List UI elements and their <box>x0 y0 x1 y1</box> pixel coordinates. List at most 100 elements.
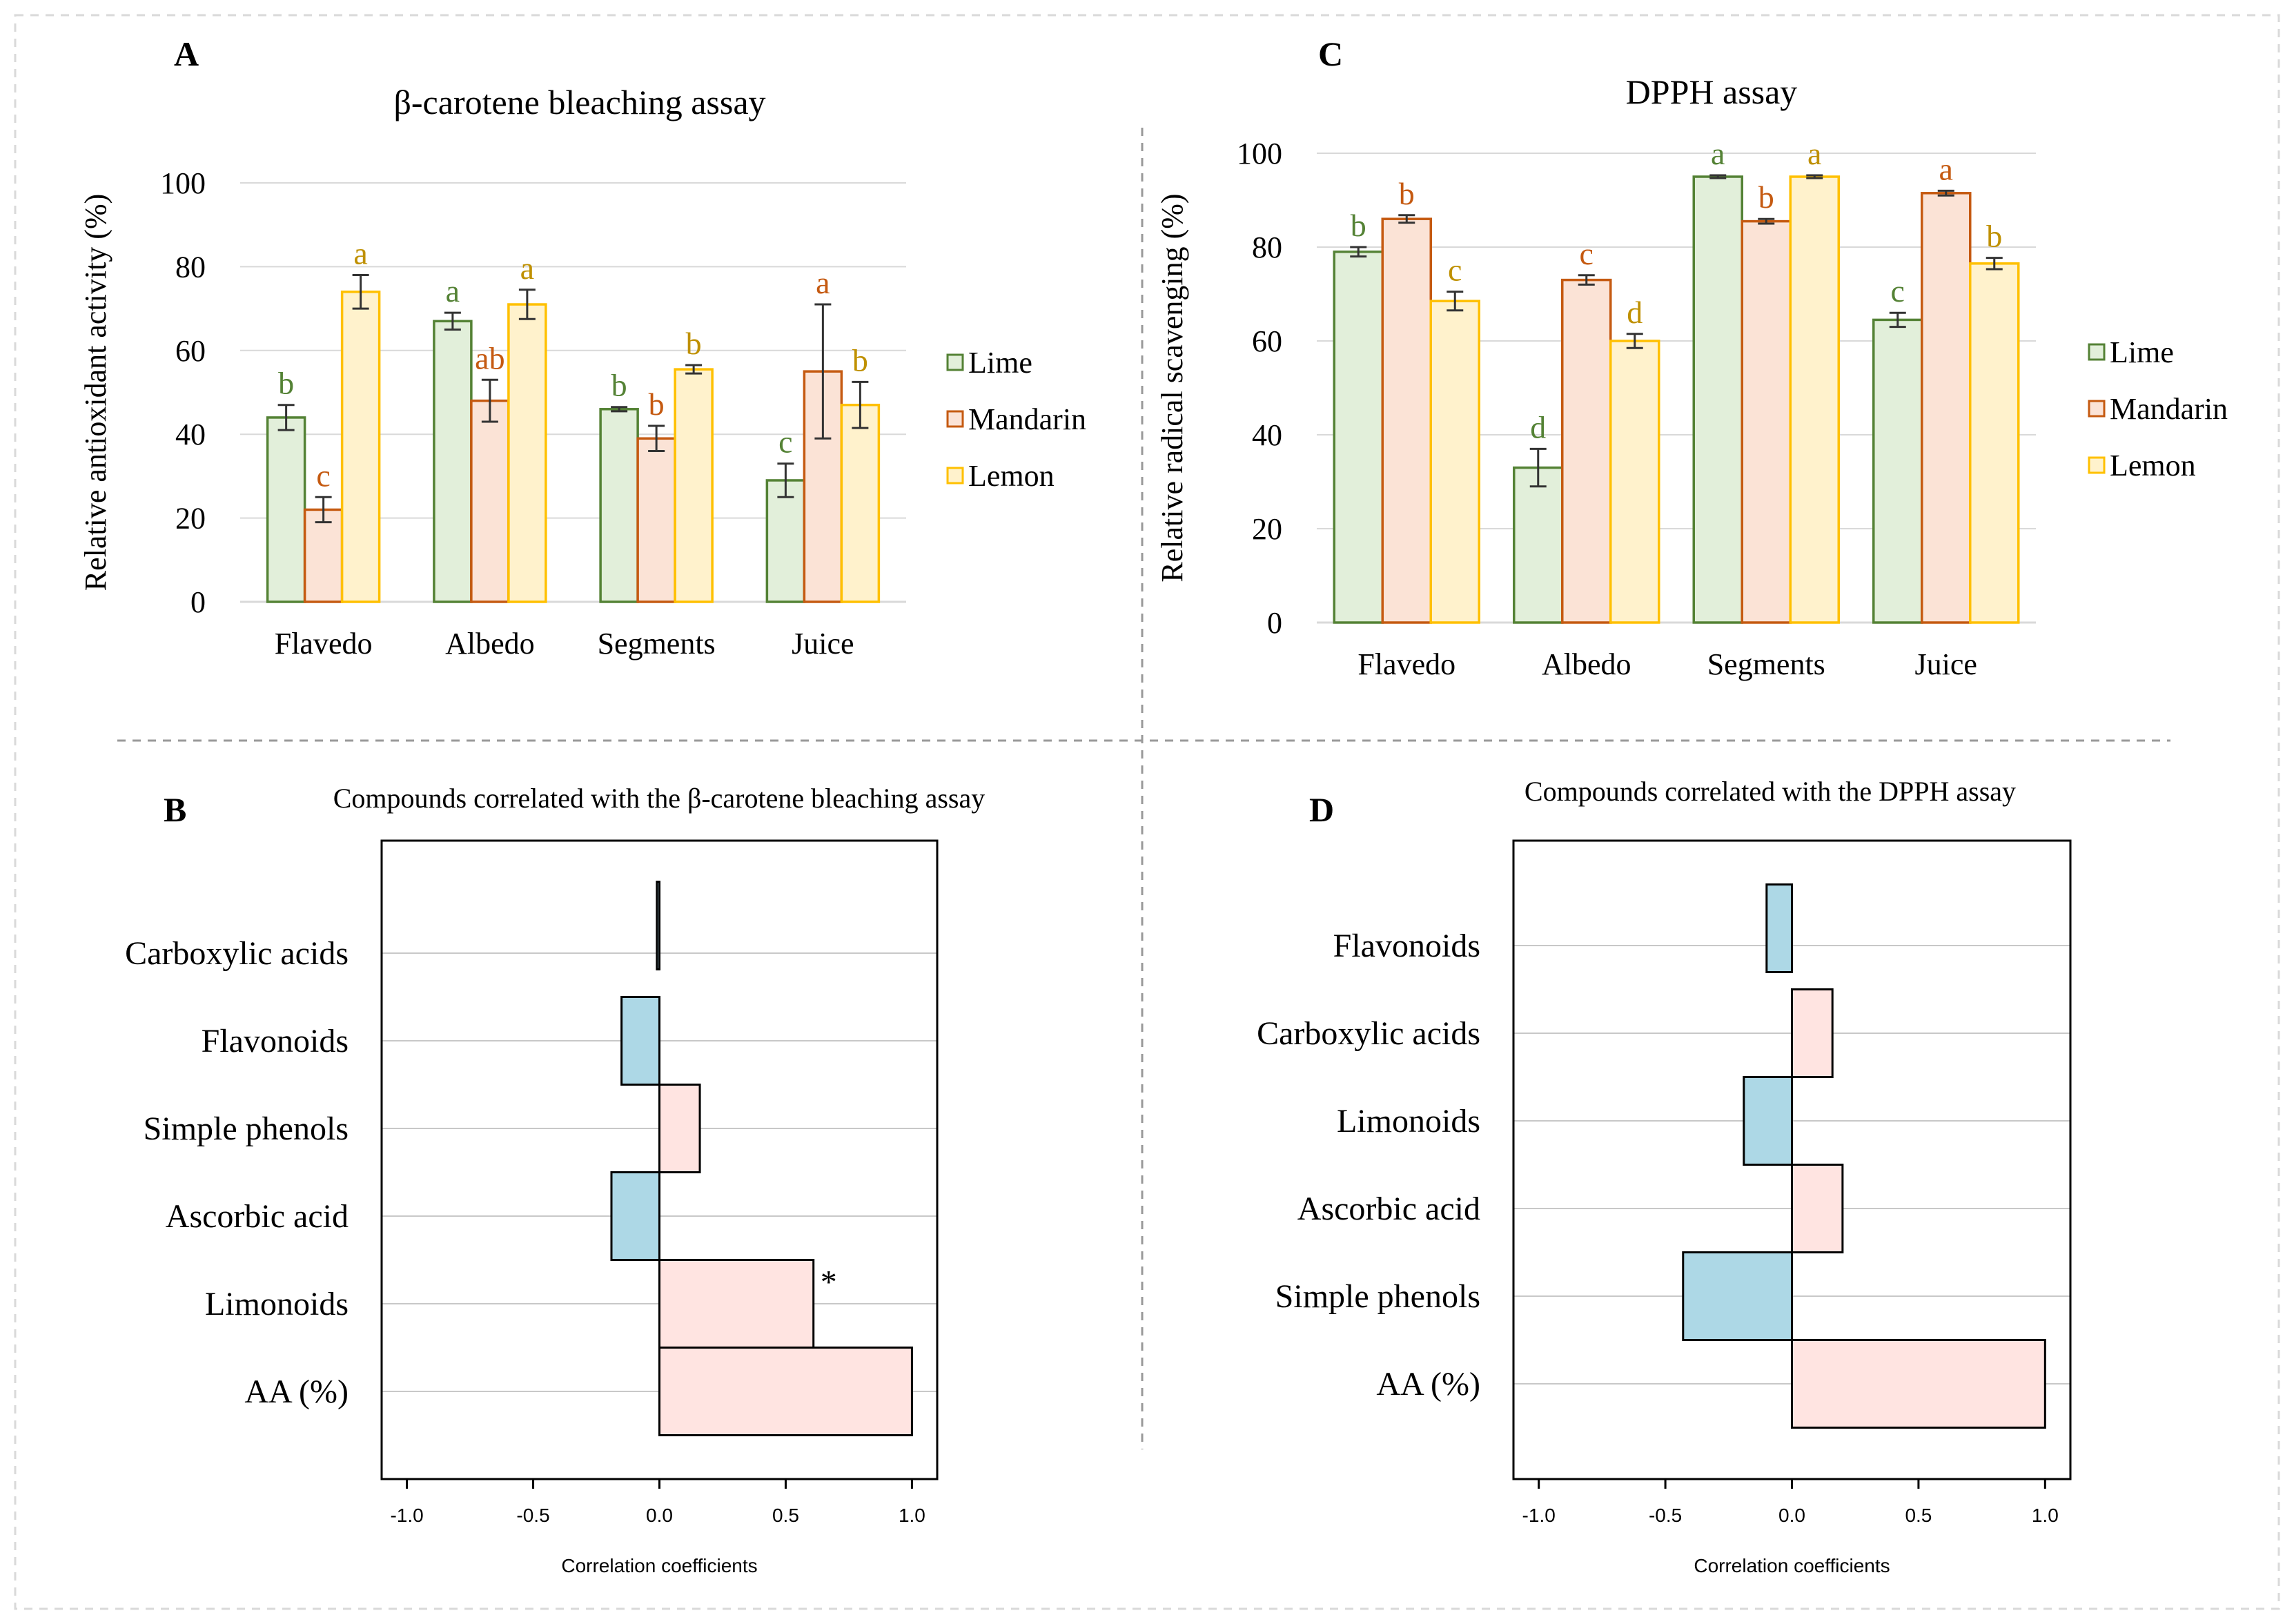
y-tick-label: 100 <box>160 166 206 200</box>
significance-letter: d <box>1530 409 1546 444</box>
significance-letter: b <box>1986 219 2002 254</box>
y-tick-label: 0 <box>190 585 206 619</box>
legend-swatch-lemon <box>946 467 964 485</box>
bar-lime <box>1872 318 1923 624</box>
y-axis-label: Relative antioxidant activity (%) <box>79 194 112 591</box>
panel-c-chart: C DPPH assay Relative radical scavenging (… <box>1155 35 2228 681</box>
y-tick-label: 60 <box>1252 324 1282 358</box>
category-label: Ascorbic acid <box>166 1198 349 1235</box>
significance-letter: d <box>1627 295 1643 330</box>
x-tick-label: 1.0 <box>2032 1505 2059 1526</box>
bar-lemon <box>340 291 381 603</box>
bar-mandarin <box>1741 219 1792 624</box>
panel-b-chart: B Compounds correlated with the β-caroten… <box>125 783 985 1576</box>
significance-letter: ab <box>475 340 504 375</box>
bar-lime <box>765 479 806 603</box>
bar-lime <box>266 416 306 603</box>
category-label: Limonoids <box>205 1286 349 1322</box>
x-tick-label: 1.0 <box>899 1505 925 1526</box>
category-label: Simple phenols <box>1275 1278 1480 1315</box>
positive-bar <box>658 1259 815 1349</box>
bar-lemon <box>1969 262 2020 624</box>
bar-lime <box>433 320 473 603</box>
significance-letter: a <box>353 236 367 271</box>
significance-letter: c <box>778 424 792 460</box>
positive-bar <box>1791 988 1834 1078</box>
positive-bar <box>1791 1339 2046 1429</box>
y-tick-label: 20 <box>175 502 206 536</box>
significance-letter: b <box>278 366 294 401</box>
significance-letter: b <box>1758 179 1774 215</box>
significance-letter: c <box>316 458 330 493</box>
significance-letter: c <box>1891 273 1905 309</box>
y-tick-label: 80 <box>1252 231 1282 264</box>
bar-lemon <box>1609 340 1660 624</box>
x-tick-label: -1.0 <box>1522 1505 1556 1526</box>
significance-letter: c <box>1448 253 1462 288</box>
legend-swatch-mandarin <box>2088 400 2106 418</box>
legend-swatch-lime <box>946 353 964 371</box>
x-tick-label: -0.5 <box>516 1505 549 1526</box>
y-tick-label: 40 <box>1252 418 1282 452</box>
negative-bar <box>1765 883 1793 973</box>
category-label: Carboxylic acids <box>1257 1015 1480 1052</box>
legend-label-mandarin: Mandarin <box>2110 392 2228 426</box>
category-label: Flavonoids <box>1333 928 1480 964</box>
legend-label-lemon: Lemon <box>968 459 1055 493</box>
panel-d-chart: D Compounds correlated with the DPPH assa… <box>1257 776 2072 1576</box>
x-tick-label: 0.5 <box>1905 1505 1932 1526</box>
chart-title: Compounds correlated with the β-carotene… <box>333 783 985 814</box>
negative-bar <box>656 881 660 970</box>
y-tick-label: 0 <box>1267 606 1282 640</box>
x-tick-label: Juice <box>792 627 854 661</box>
significance-mark: * <box>821 1264 837 1301</box>
x-tick-label: 0.0 <box>646 1505 673 1526</box>
x-axis-label: Correlation coefficients <box>1694 1555 1890 1576</box>
significance-letter: a <box>446 273 460 309</box>
bar-mandarin <box>636 437 676 603</box>
x-tick-label: Segments <box>598 627 716 661</box>
significance-letter: a <box>1939 151 1953 186</box>
significance-letter: b <box>649 387 665 422</box>
y-tick-label: 20 <box>1252 512 1282 546</box>
panel-letter: C <box>1318 35 1343 73</box>
legend-swatch-lemon <box>2088 456 2106 474</box>
x-tick-label: 0.5 <box>772 1505 799 1526</box>
category-label: Ascorbic acid <box>1297 1191 1480 1227</box>
bar-mandarin <box>470 399 510 603</box>
y-tick-label: 60 <box>175 334 206 368</box>
significance-letter: b <box>686 326 702 361</box>
x-tick-label: 0.0 <box>1778 1505 1805 1526</box>
panel-letter: A <box>174 35 199 73</box>
category-label: AA (%) <box>244 1373 349 1410</box>
chart-title: β-carotene bleaching assay <box>393 83 765 121</box>
negative-bar <box>1682 1251 1793 1341</box>
y-axis-label: Relative radical scavenging (%) <box>1155 193 1189 582</box>
significance-letter: a <box>1807 136 1821 171</box>
x-tick-label: -1.0 <box>390 1505 423 1526</box>
bar-lemon <box>507 303 547 603</box>
panel-letter: D <box>1309 790 1334 829</box>
panel-a-chart: Aβ-carotene bleaching assay Relative anti… <box>79 35 1086 661</box>
legend-label-lime: Lime <box>968 346 1032 380</box>
bar-lemon <box>1789 175 1840 624</box>
legend-label-lime: Lime <box>2110 335 2174 369</box>
negative-bar <box>610 1171 661 1261</box>
x-axis-label: Correlation coefficients <box>561 1555 757 1576</box>
positive-bar <box>658 1084 701 1173</box>
y-tick-label: 80 <box>175 250 206 284</box>
category-label: Limonoids <box>1337 1103 1480 1139</box>
bar-lime <box>1333 251 1384 624</box>
x-tick-label: -0.5 <box>1649 1505 1682 1526</box>
bar-lemon <box>674 368 714 603</box>
bar-lime <box>1513 466 1564 624</box>
category-label: Carboxylic acids <box>125 935 349 972</box>
y-tick-label: 100 <box>1237 137 1282 170</box>
significance-letter: a <box>520 251 534 286</box>
bar-lime <box>599 408 639 603</box>
bar-mandarin <box>1381 217 1432 624</box>
significance-letter: a <box>816 265 830 300</box>
significance-letter: c <box>1580 236 1594 271</box>
legend-label-lemon: Lemon <box>2110 449 2196 482</box>
